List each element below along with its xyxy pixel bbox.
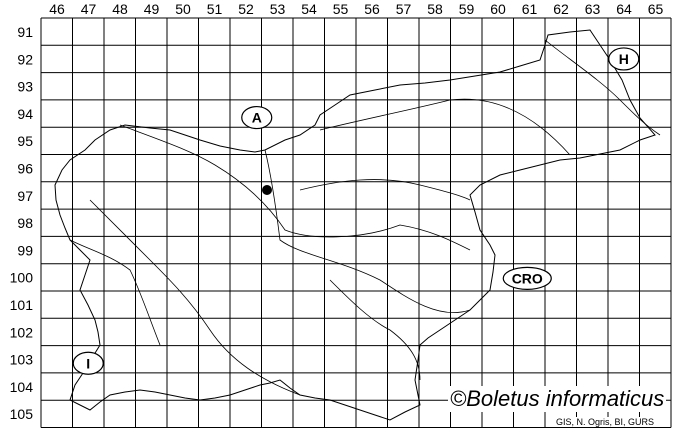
country-labels: A H CRO I bbox=[72, 47, 640, 375]
row-label: 105 bbox=[10, 406, 34, 422]
river bbox=[329, 279, 421, 381]
row-label: 96 bbox=[17, 161, 33, 177]
country-border bbox=[54, 29, 656, 421]
row-label: 101 bbox=[10, 297, 34, 313]
country-label-a: A bbox=[241, 105, 273, 130]
svg-text:I: I bbox=[86, 355, 90, 371]
river bbox=[89, 199, 301, 396]
record-point bbox=[262, 185, 272, 195]
watermark: ©Boletus informaticus bbox=[448, 386, 667, 412]
column-label: 55 bbox=[333, 1, 349, 17]
column-label: 46 bbox=[49, 1, 65, 17]
river bbox=[544, 39, 661, 136]
column-label: 61 bbox=[522, 1, 538, 17]
river bbox=[69, 239, 161, 346]
column-label: 50 bbox=[175, 1, 191, 17]
column-label: 65 bbox=[648, 1, 664, 17]
column-label: 52 bbox=[238, 1, 254, 17]
column-label: 57 bbox=[396, 1, 412, 17]
column-label: 59 bbox=[459, 1, 475, 17]
river bbox=[264, 149, 471, 314]
row-label: 104 bbox=[10, 379, 34, 395]
country-label-cro: CRO bbox=[502, 266, 552, 290]
column-label: 47 bbox=[81, 1, 97, 17]
row-label: 91 bbox=[17, 24, 33, 40]
river bbox=[299, 179, 471, 201]
column-label: 48 bbox=[112, 1, 128, 17]
column-label: 58 bbox=[427, 1, 443, 17]
credit: GIS, N. Ogris, BI, GURS bbox=[555, 417, 656, 427]
column-label: 51 bbox=[207, 1, 223, 17]
column-label: 64 bbox=[616, 1, 632, 17]
row-label: 102 bbox=[10, 324, 34, 340]
column-label: 54 bbox=[301, 1, 317, 17]
river bbox=[119, 124, 471, 251]
row-label: 94 bbox=[17, 106, 33, 122]
column-label: 49 bbox=[144, 1, 160, 17]
country-label-h: H bbox=[608, 47, 640, 71]
column-label: 62 bbox=[553, 1, 569, 17]
column-label: 63 bbox=[585, 1, 601, 17]
row-label: 99 bbox=[17, 242, 33, 258]
row-label: 92 bbox=[17, 51, 33, 67]
river bbox=[319, 98, 571, 156]
row-label: 100 bbox=[10, 270, 34, 286]
column-label: 53 bbox=[270, 1, 286, 17]
grid: 46 47 48 49 50 51 52 53 54 55 56 57 58 59 60 61 62 63 64 65… bbox=[10, 1, 672, 428]
country-label-i: I bbox=[72, 351, 104, 375]
svg-text:H: H bbox=[619, 51, 629, 67]
row-label: 97 bbox=[17, 188, 33, 204]
row-label: 98 bbox=[17, 215, 33, 231]
row-label: 95 bbox=[17, 133, 33, 149]
row-label: 103 bbox=[10, 352, 34, 368]
rivers bbox=[69, 39, 661, 396]
svg-text:A: A bbox=[252, 110, 262, 126]
row-label: 93 bbox=[17, 79, 33, 95]
column-label: 60 bbox=[490, 1, 506, 17]
column-label: 56 bbox=[364, 1, 380, 17]
svg-text:CRO: CRO bbox=[512, 270, 543, 286]
